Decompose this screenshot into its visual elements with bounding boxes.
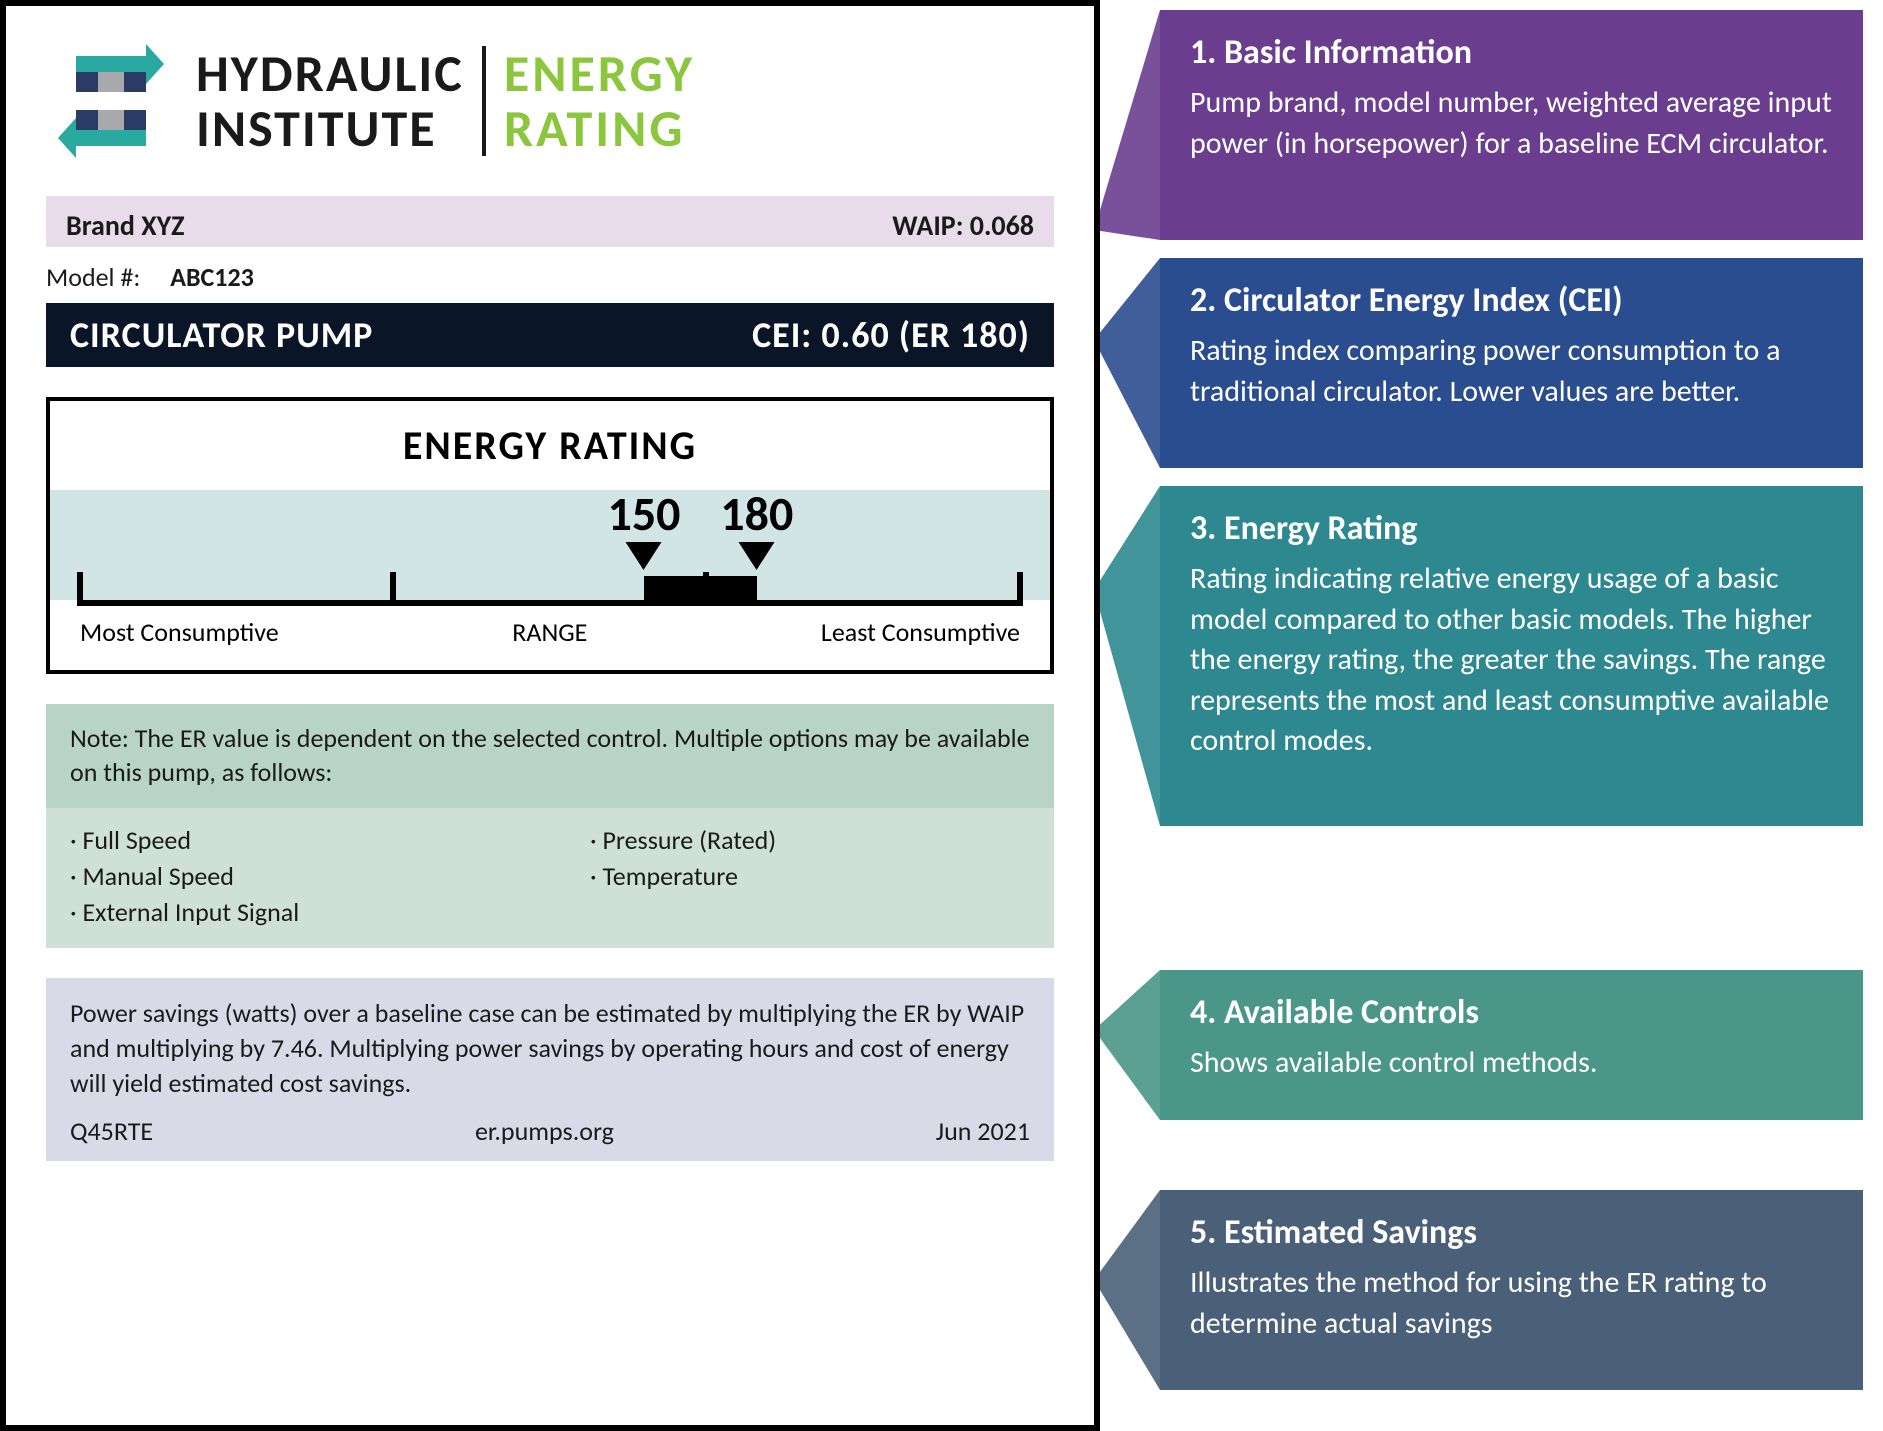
axis-tick	[703, 572, 709, 606]
callout-body: Rating index comparing power consumption…	[1190, 331, 1833, 412]
er-band: 150 180	[50, 490, 1050, 600]
savings-section: Power savings (watts) over a baseline ca…	[46, 978, 1054, 1161]
axis-right-label: Least Consumptive	[821, 616, 1020, 648]
axis-tick	[77, 572, 83, 606]
axis-tick	[390, 572, 396, 606]
control-item: · Manual Speed	[70, 858, 510, 894]
logo-text: HYDRAULIC INSTITUTE ENERGY RATING	[196, 46, 695, 155]
page-container: HYDRAULIC INSTITUTE ENERGY RATING Brand …	[0, 0, 1883, 1431]
logo-line-rating: RATING	[504, 101, 695, 156]
cei-bar: CIRCULATOR PUMP CEI: 0.60 (ER 180)	[46, 303, 1054, 367]
callout-body: Illustrates the method for using the ER …	[1190, 1263, 1833, 1344]
pump-type: CIRCULATOR PUMP	[70, 313, 373, 357]
energy-label: HYDRAULIC INSTITUTE ENERGY RATING Brand …	[0, 0, 1100, 1431]
callout-title: 5. Estimated Savings	[1190, 1212, 1833, 1253]
control-item: · External Input Signal	[70, 894, 510, 930]
brand-name: Brand XYZ	[66, 208, 184, 243]
axis-mid-label: RANGE	[279, 616, 821, 648]
hi-logo-icon	[46, 36, 176, 166]
savings-text: Power savings (watts) over a baseline ca…	[70, 996, 1030, 1101]
callout-body: Shows available control methods.	[1190, 1043, 1833, 1084]
waip-value: WAIP: 0.068	[892, 208, 1034, 243]
basic-info-section: Brand XYZ WAIP: 0.068	[46, 196, 1054, 247]
er-marker-value: 150	[608, 490, 681, 538]
er-axis: Most Consumptive RANGE Least Consumptive	[80, 600, 1020, 650]
axis-left-label: Most Consumptive	[80, 616, 279, 648]
control-item: · Full Speed	[70, 822, 510, 858]
er-marker-value: 180	[720, 490, 793, 538]
er-chart-title: ENERGY RATING	[80, 421, 1020, 470]
controls-note: Note: The ER value is dependent on the s…	[70, 722, 1030, 790]
model-label: Model #:	[46, 261, 140, 293]
controls-section: Note: The ER value is dependent on the s…	[46, 704, 1054, 948]
model-value: ABC123	[146, 261, 254, 293]
callout-3: 3. Energy Rating Rating indicating relati…	[1160, 486, 1863, 826]
callout-body: Rating indicating relative energy usage …	[1190, 559, 1833, 762]
logo-line-hydraulic: HYDRAULIC	[196, 46, 464, 101]
callout-title: 4. Available Controls	[1190, 992, 1833, 1033]
callout-4: 4. Available Controls Shows available con…	[1160, 970, 1863, 1120]
savings-date: Jun 2021	[936, 1115, 1030, 1147]
logo-row: HYDRAULIC INSTITUTE ENERGY RATING	[46, 36, 1054, 166]
callout-5: 5. Estimated Savings Illustrates the meth…	[1160, 1190, 1863, 1390]
callout-1: 1. Basic Information Pump brand, model nu…	[1160, 10, 1863, 240]
logo-line-institute: INSTITUTE	[196, 101, 464, 156]
er-marker-180: 180	[720, 490, 793, 570]
callout-title: 3. Energy Rating	[1190, 508, 1833, 549]
callout-title: 1. Basic Information	[1190, 32, 1833, 73]
controls-col-1: · Full Speed· Manual Speed· External Inp…	[70, 822, 510, 930]
control-item: · Pressure (Rated)	[590, 822, 1030, 858]
er-marker-150: 150	[608, 490, 681, 570]
cei-value: CEI: 0.60 (ER 180)	[433, 313, 1030, 357]
savings-url: er.pumps.org	[475, 1115, 614, 1147]
callout-body: Pump brand, model number, weighted avera…	[1190, 83, 1833, 164]
energy-rating-chart: ENERGY RATING 150 180 Most Consumptive RA…	[46, 397, 1054, 674]
callouts-panel: 1. Basic Information Pump brand, model nu…	[1100, 0, 1883, 1431]
axis-tick	[1017, 572, 1023, 606]
logo-line-energy: ENERGY	[504, 46, 695, 101]
savings-code: Q45RTE	[70, 1115, 153, 1147]
er-range-bar	[644, 576, 757, 602]
callout-2: 2. Circulator Energy Index (CEI) Rating i…	[1160, 258, 1863, 468]
controls-col-2: · Pressure (Rated)· Temperature	[590, 822, 1030, 930]
callout-title: 2. Circulator Energy Index (CEI)	[1190, 280, 1833, 321]
control-item: · Temperature	[590, 858, 1030, 894]
